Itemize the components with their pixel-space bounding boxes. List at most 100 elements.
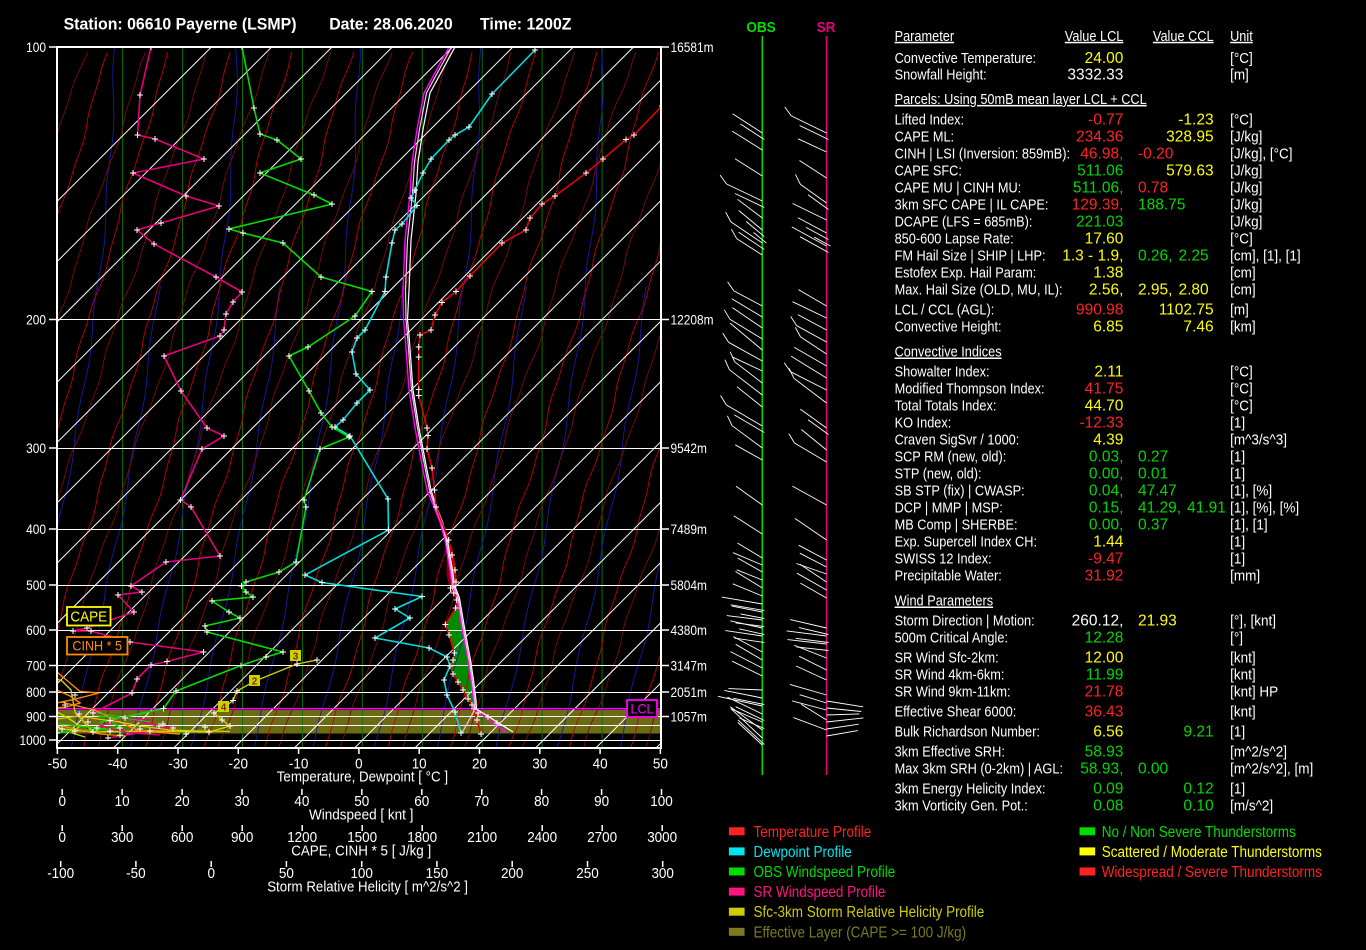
svg-text:46.98,: 46.98, bbox=[1080, 146, 1123, 163]
svg-text:3km Vorticity Gen. Pot.:: 3km Vorticity Gen. Pot.: bbox=[895, 798, 1028, 815]
svg-text:Lifted Index:: Lifted Index: bbox=[895, 112, 965, 129]
svg-text:-20: -20 bbox=[229, 756, 249, 773]
svg-text:1.44: 1.44 bbox=[1093, 534, 1124, 551]
svg-text:-12.33: -12.33 bbox=[1079, 415, 1123, 432]
svg-text:[1]: [1] bbox=[1230, 551, 1245, 568]
svg-text:20: 20 bbox=[175, 793, 190, 810]
svg-text:Unit: Unit bbox=[1230, 28, 1253, 45]
svg-text:Temperature, Dewpoint [ °C ]: Temperature, Dewpoint [ °C ] bbox=[277, 769, 448, 786]
svg-text:STP (new, old):: STP (new, old): bbox=[895, 466, 982, 483]
svg-text:300: 300 bbox=[111, 829, 134, 846]
svg-text:Max. Hail Size (OLD, MU, IL):: Max. Hail Size (OLD, MU, IL): bbox=[895, 282, 1063, 299]
svg-text:7489m: 7489m bbox=[671, 521, 707, 537]
svg-text:30: 30 bbox=[235, 793, 250, 810]
svg-text:2100: 2100 bbox=[467, 829, 497, 846]
svg-text:0.09: 0.09 bbox=[1093, 781, 1123, 798]
svg-text:[knt]: [knt] bbox=[1230, 704, 1256, 721]
svg-text:2700: 2700 bbox=[587, 829, 617, 846]
svg-text:2.80: 2.80 bbox=[1179, 282, 1210, 299]
svg-text:12208m: 12208m bbox=[671, 312, 714, 328]
svg-text:600: 600 bbox=[26, 622, 46, 638]
svg-text:5804m: 5804m bbox=[671, 577, 707, 593]
svg-text:FM Hail Size | SHIP | LHP:: FM Hail Size | SHIP | LHP: bbox=[895, 248, 1046, 265]
svg-text:[1]: [1] bbox=[1230, 449, 1245, 466]
svg-text:100: 100 bbox=[650, 793, 673, 810]
svg-text:-0.77: -0.77 bbox=[1088, 112, 1123, 129]
svg-text:Scattered / Moderate Thunderst: Scattered / Moderate Thunderstorms bbox=[1102, 844, 1322, 861]
svg-text:150: 150 bbox=[426, 865, 449, 882]
svg-text:511.06,: 511.06, bbox=[1073, 180, 1124, 197]
svg-text:-50: -50 bbox=[126, 865, 146, 882]
svg-text:[mm]: [mm] bbox=[1230, 568, 1260, 585]
svg-text:250: 250 bbox=[576, 865, 599, 882]
svg-text:CINH * 5: CINH * 5 bbox=[72, 638, 122, 654]
svg-text:-9.47: -9.47 bbox=[1088, 551, 1123, 568]
svg-text:[J/kg]: [J/kg] bbox=[1230, 196, 1262, 213]
svg-text:CAPE SFC:: CAPE SFC: bbox=[895, 163, 962, 180]
svg-text:[1], [1]: [1], [1] bbox=[1230, 517, 1268, 534]
svg-text:[knt]: [knt] bbox=[1230, 650, 1256, 667]
svg-text:40: 40 bbox=[593, 756, 608, 773]
svg-text:[cm]: [cm] bbox=[1230, 265, 1256, 282]
svg-text:[km]: [km] bbox=[1230, 319, 1256, 336]
svg-text:50: 50 bbox=[279, 865, 294, 882]
svg-text:-40: -40 bbox=[108, 756, 128, 773]
svg-text:Total Totals Index:: Total Totals Index: bbox=[895, 398, 997, 415]
svg-text:[°C]: [°C] bbox=[1230, 364, 1253, 381]
svg-text:6.85: 6.85 bbox=[1093, 319, 1123, 336]
svg-text:1800: 1800 bbox=[407, 829, 437, 846]
svg-text:2051m: 2051m bbox=[671, 684, 707, 700]
svg-text:Temperature Profile: Temperature Profile bbox=[754, 824, 872, 841]
svg-text:[°C]: [°C] bbox=[1230, 112, 1253, 129]
svg-text:50: 50 bbox=[354, 793, 369, 810]
svg-text:2.95,: 2.95, bbox=[1138, 282, 1172, 299]
svg-text:-0.20: -0.20 bbox=[1138, 146, 1174, 163]
svg-text:328.95: 328.95 bbox=[1166, 129, 1213, 146]
svg-text:31.92: 31.92 bbox=[1085, 568, 1124, 585]
svg-text:Date: 28.06.2020: Date: 28.06.2020 bbox=[329, 16, 453, 34]
svg-text:Bulk Richardson Number:: Bulk Richardson Number: bbox=[895, 724, 1040, 741]
svg-text:3km Effective SRH:: 3km Effective SRH: bbox=[895, 744, 1005, 761]
svg-text:10: 10 bbox=[412, 756, 427, 773]
svg-text:36.43: 36.43 bbox=[1085, 704, 1124, 721]
svg-text:600: 600 bbox=[171, 829, 194, 846]
svg-text:SR Wind 9km-11km:: SR Wind 9km-11km: bbox=[895, 684, 1011, 701]
svg-text:58.93,: 58.93, bbox=[1080, 761, 1123, 778]
svg-text:0.00,: 0.00, bbox=[1089, 517, 1123, 534]
svg-text:70: 70 bbox=[474, 793, 489, 810]
svg-text:[1]: [1] bbox=[1230, 534, 1245, 551]
svg-text:9.21: 9.21 bbox=[1183, 724, 1213, 741]
svg-text:0.37: 0.37 bbox=[1138, 517, 1168, 534]
svg-text:0.03,: 0.03, bbox=[1089, 449, 1123, 466]
svg-text:0.01: 0.01 bbox=[1138, 466, 1168, 483]
svg-text:Value CCL: Value CCL bbox=[1153, 28, 1214, 45]
svg-text:Exp. Supercell Index CH:: Exp. Supercell Index CH: bbox=[895, 534, 1037, 551]
svg-text:No / Non Severe Thunderstorms: No / Non Severe Thunderstorms bbox=[1102, 824, 1296, 841]
svg-text:Widespread / Severe Thundersto: Widespread / Severe Thunderstorms bbox=[1102, 864, 1322, 881]
svg-text:11.99: 11.99 bbox=[1086, 667, 1124, 684]
svg-text:Modified Thompson Index:: Modified Thompson Index: bbox=[895, 381, 1045, 398]
svg-text:[1]: [1] bbox=[1230, 466, 1245, 483]
svg-text:Parcels: Using 50mB mean layer: Parcels: Using 50mB mean layer LCL + CCL bbox=[895, 91, 1147, 108]
svg-text:3: 3 bbox=[293, 652, 299, 663]
svg-text:LCL / CCL (AGL):: LCL / CCL (AGL): bbox=[895, 302, 995, 319]
svg-text:[m]: [m] bbox=[1230, 302, 1249, 319]
svg-text:Wind Parameters: Wind Parameters bbox=[895, 593, 994, 610]
svg-text:7.46: 7.46 bbox=[1183, 319, 1213, 336]
svg-text:6.56: 6.56 bbox=[1093, 724, 1123, 741]
svg-text:Snowfall Height:: Snowfall Height: bbox=[895, 67, 987, 84]
svg-text:Craven SigSvr / 1000:: Craven SigSvr / 1000: bbox=[895, 432, 1020, 449]
svg-text:Effective Layer (CAPE >= 100 J: Effective Layer (CAPE >= 100 J/kg) bbox=[754, 924, 967, 941]
svg-text:1102.75: 1102.75 bbox=[1159, 302, 1214, 319]
svg-text:47.47: 47.47 bbox=[1138, 483, 1177, 500]
svg-text:Convective Temperature:: Convective Temperature: bbox=[895, 50, 1037, 67]
svg-text:Time: 1200Z: Time: 1200Z bbox=[480, 16, 572, 34]
svg-text:[m/s^2]: [m/s^2] bbox=[1230, 798, 1273, 815]
svg-text:[1]: [1] bbox=[1230, 724, 1245, 741]
svg-text:4380m: 4380m bbox=[671, 622, 707, 638]
svg-text:[m^2/s^2], [m]: [m^2/s^2], [m] bbox=[1230, 761, 1313, 778]
svg-text:221.03: 221.03 bbox=[1076, 213, 1123, 230]
svg-text:90: 90 bbox=[594, 793, 609, 810]
svg-text:[J/kg]: [J/kg] bbox=[1230, 213, 1262, 230]
svg-text:[°C]: [°C] bbox=[1230, 50, 1253, 67]
